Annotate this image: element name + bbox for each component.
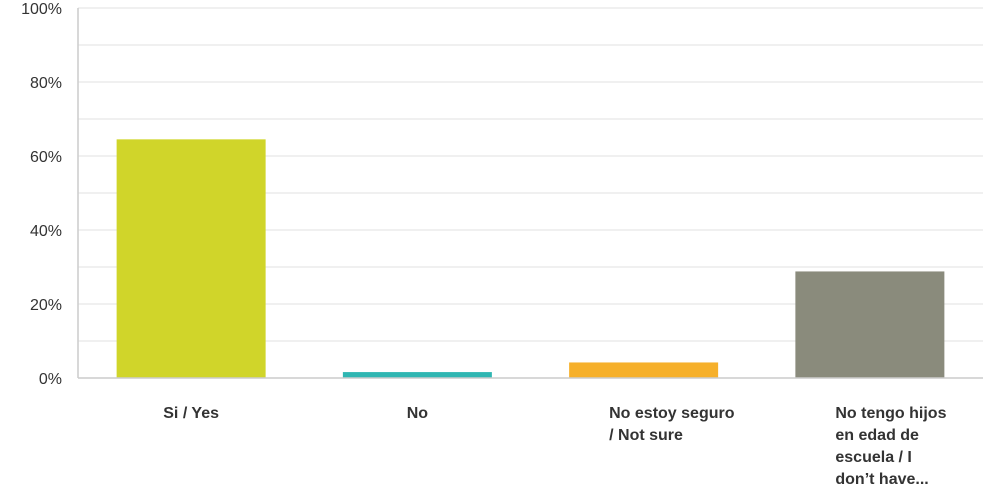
bar xyxy=(569,362,719,378)
category-labels: Si / Yes No No estoy seguro / Not sure No te… xyxy=(163,405,946,488)
category-label-line: don’t have... xyxy=(835,471,928,488)
y-tick-label: 40% xyxy=(30,223,62,240)
category-label: No estoy seguro / Not sure xyxy=(609,405,735,444)
y-tick-label: 20% xyxy=(30,297,62,314)
bar xyxy=(116,139,266,378)
bar xyxy=(795,271,945,378)
bar xyxy=(342,372,492,378)
axes xyxy=(77,8,983,379)
category-label-line: Si / Yes xyxy=(163,405,219,422)
category-label-line: No tengo hijos xyxy=(835,405,946,422)
category-label: No tengo hijos en edad de escuela / I don’t… xyxy=(835,405,946,488)
y-tick-label: 80% xyxy=(30,75,62,92)
y-tick-label: 0% xyxy=(39,371,62,388)
y-tick-label: 100% xyxy=(21,1,62,18)
bars xyxy=(116,139,945,378)
y-tick-label: 60% xyxy=(30,149,62,166)
category-label: No xyxy=(407,405,429,422)
category-label-line: No estoy seguro xyxy=(609,405,735,422)
category-label-line: en edad de xyxy=(835,427,919,444)
category-label-line: escuela / I xyxy=(835,449,912,466)
category-label-line: No xyxy=(407,405,429,422)
category-label-line: / Not sure xyxy=(609,427,683,444)
y-tick-labels: 0% 20% 40% 60% 80% 100% xyxy=(21,1,62,388)
category-label: Si / Yes xyxy=(163,405,219,422)
